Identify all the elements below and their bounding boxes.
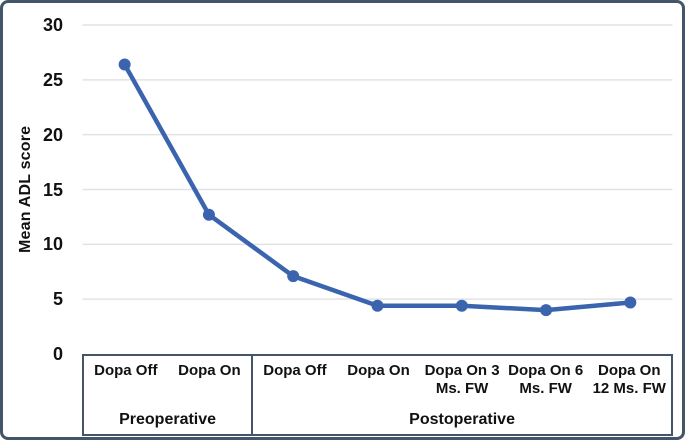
data-series-line: [122, 62, 633, 313]
y-tick-label: 20: [42, 124, 63, 145]
data-point-marker: [118, 58, 131, 71]
data-point-marker: [540, 304, 553, 317]
category-group: Dopa Off Dopa On Preoperative: [84, 356, 251, 434]
category-label-row: Dopa Off Dopa On Dopa On 3 Ms. FW Dopa On 6…: [253, 356, 671, 398]
category-label: Dopa On: [178, 362, 241, 379]
y-tick-label: 0: [52, 344, 63, 364]
category-group-label: Preoperative: [119, 411, 217, 428]
y-tick-label: 25: [42, 69, 63, 90]
data-point-marker: [371, 299, 384, 312]
category-label: Dopa On 3 Ms. FW: [424, 362, 500, 397]
data-point-marker: [287, 270, 300, 283]
data-point-marker: [455, 299, 468, 312]
y-tick-label: 10: [42, 234, 63, 255]
line-chart-svg: [82, 24, 673, 317]
data-point-marker: [202, 208, 215, 221]
y-tick-label: 15: [42, 179, 63, 200]
category-group: Dopa Off Dopa On Dopa On 3 Ms. FW Dopa On 6…: [251, 356, 671, 434]
y-tick-label: 5: [52, 289, 63, 310]
category-label: Dopa Off: [263, 362, 327, 379]
category-axis-table: Dopa Off Dopa On Preoperative Dopa Off Dopa …: [82, 354, 673, 436]
y-tick-label: 30: [42, 15, 63, 35]
category-group-label: Postoperative: [409, 411, 515, 428]
category-label-row: Dopa Off Dopa On: [84, 356, 251, 380]
category-label: Dopa On 12 Ms. FW: [592, 362, 666, 397]
data-point-marker: [624, 296, 637, 309]
category-label: Dopa On 6 Ms. FW: [508, 362, 584, 397]
category-label: Dopa Off: [94, 362, 158, 379]
category-label: Dopa On: [347, 362, 410, 379]
